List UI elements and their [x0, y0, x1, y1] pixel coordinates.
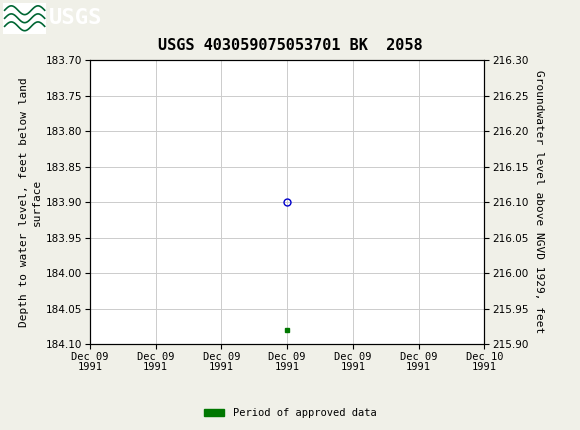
Y-axis label: Depth to water level, feet below land
surface: Depth to water level, feet below land su… [19, 77, 42, 327]
Y-axis label: Groundwater level above NGVD 1929, feet: Groundwater level above NGVD 1929, feet [534, 71, 544, 334]
Text: USGS 403059075053701 BK  2058: USGS 403059075053701 BK 2058 [158, 38, 422, 52]
Legend: Period of approved data: Period of approved data [200, 404, 380, 423]
Text: USGS: USGS [49, 8, 103, 28]
Bar [3, 3, 46, 34]
